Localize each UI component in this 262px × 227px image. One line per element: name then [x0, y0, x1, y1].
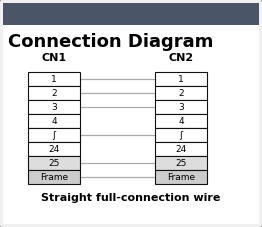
Text: 24: 24: [175, 145, 187, 153]
Bar: [155, 100, 207, 114]
Bar: [28, 170, 80, 184]
Text: ʃ: ʃ: [179, 131, 183, 140]
Bar: [155, 156, 207, 170]
Text: 25: 25: [175, 158, 187, 168]
Text: 1: 1: [51, 74, 57, 84]
Bar: [155, 86, 207, 100]
Bar: [155, 142, 207, 156]
Bar: [28, 128, 80, 142]
Text: CN1: CN1: [41, 53, 67, 63]
Text: CN2: CN2: [168, 53, 194, 63]
Bar: [155, 114, 207, 128]
Text: Straight full-connection wire: Straight full-connection wire: [41, 193, 221, 203]
Text: 25: 25: [48, 158, 60, 168]
Bar: [28, 142, 80, 156]
Bar: [28, 100, 80, 114]
Bar: [28, 156, 80, 170]
Text: Connection Diagram: Connection Diagram: [8, 33, 213, 51]
FancyBboxPatch shape: [3, 3, 259, 25]
Text: 1: 1: [178, 74, 184, 84]
Text: 3: 3: [178, 103, 184, 111]
Bar: [28, 114, 80, 128]
Text: 4: 4: [51, 116, 57, 126]
Text: Frame: Frame: [167, 173, 195, 182]
Text: 24: 24: [48, 145, 60, 153]
Text: 2: 2: [51, 89, 57, 98]
Bar: [155, 170, 207, 184]
Bar: [3, 25, 259, 224]
Text: 2: 2: [178, 89, 184, 98]
Text: ʃ: ʃ: [52, 131, 56, 140]
Bar: [155, 72, 207, 86]
Text: 3: 3: [51, 103, 57, 111]
Bar: [28, 86, 80, 100]
Bar: [28, 72, 80, 86]
Text: 4: 4: [178, 116, 184, 126]
Text: Frame: Frame: [40, 173, 68, 182]
Bar: [155, 128, 207, 142]
